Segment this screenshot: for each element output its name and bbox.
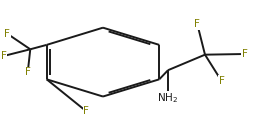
Text: F: F	[242, 49, 248, 59]
Text: F: F	[83, 106, 89, 116]
Text: F: F	[219, 76, 225, 86]
Text: NH$_2$: NH$_2$	[157, 92, 179, 105]
Text: F: F	[25, 67, 31, 77]
Text: F: F	[4, 29, 10, 39]
Text: F: F	[194, 19, 200, 29]
Text: F: F	[1, 51, 6, 61]
